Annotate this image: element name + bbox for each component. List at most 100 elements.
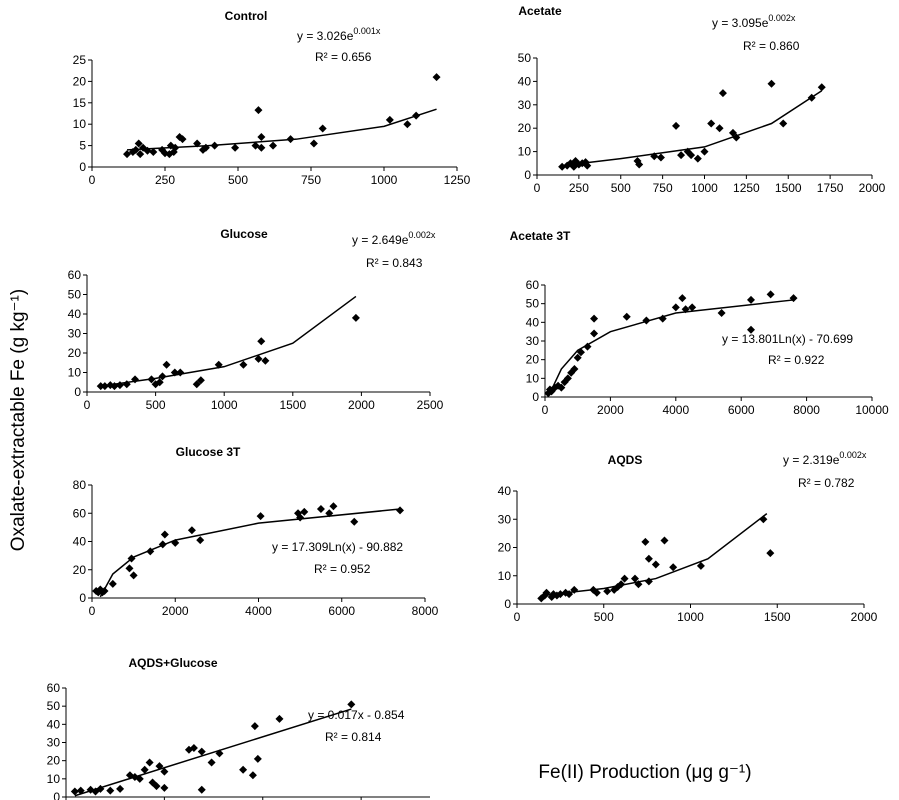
x-tick-label: 1000 — [691, 181, 718, 195]
data-point — [214, 360, 223, 369]
data-point — [316, 505, 325, 514]
y-tick-label: 80 — [73, 478, 87, 492]
fit-curve — [74, 708, 352, 797]
x-tick-label: 2000 — [859, 181, 886, 195]
x-tick-label: 0 — [89, 604, 96, 618]
data-point — [617, 580, 626, 589]
r-squared: R² = 0.860 — [743, 39, 800, 53]
data-point — [635, 160, 644, 169]
chart-title: Control — [225, 9, 268, 23]
y-tick-label: 30 — [498, 512, 512, 526]
fit-equation-base: y = 13.801Ln(x) - 70.699 — [722, 332, 853, 346]
data-point — [351, 313, 360, 322]
data-point — [286, 135, 295, 144]
fit-equation-exponent: 0.002x — [839, 450, 867, 460]
y-tick-label: 20 — [73, 563, 87, 577]
data-point — [158, 372, 167, 381]
data-point — [592, 588, 601, 597]
fit-equation: y = 3.095e0.002x — [712, 13, 796, 30]
x-tick-label: 1000 — [677, 610, 704, 624]
data-point — [747, 325, 756, 334]
data-point — [116, 784, 125, 793]
data-point — [239, 765, 248, 774]
data-point — [432, 73, 441, 82]
data-point — [201, 143, 210, 152]
data-point — [641, 537, 650, 546]
data-point — [565, 590, 574, 599]
data-point — [650, 152, 659, 161]
y-tick-label: 30 — [68, 327, 82, 341]
x-tick-label: 1250 — [733, 181, 760, 195]
y-tick-label: 10 — [518, 145, 532, 159]
fit-equation-base: y = 17.309Ln(x) - 90.882 — [272, 540, 403, 554]
data-point — [325, 509, 334, 518]
y-tick-label: 10 — [498, 569, 512, 583]
fit-equation-base: y = 3.026e — [297, 29, 354, 43]
data-point — [108, 579, 117, 588]
y-tick-label: 40 — [526, 315, 540, 329]
data-point — [700, 147, 709, 156]
data-point — [557, 383, 566, 392]
fit-equation: y = 3.026e0.001x — [297, 26, 381, 43]
y-tick-label: 20 — [498, 541, 512, 555]
y-tick-label: 60 — [68, 268, 82, 282]
y-tick-label: 10 — [47, 772, 61, 786]
y-tick-label: 30 — [518, 98, 532, 112]
data-point — [687, 151, 696, 160]
data-point — [96, 784, 105, 793]
y-tick-label: 40 — [68, 307, 82, 321]
data-point — [385, 115, 394, 124]
data-point — [192, 380, 201, 389]
y-tick-label: 30 — [47, 736, 61, 750]
data-point — [620, 574, 629, 583]
data-point — [250, 722, 259, 731]
y-tick-label: 10 — [68, 366, 82, 380]
y-tick-label: 60 — [47, 681, 61, 695]
r-squared: R² = 0.656 — [315, 50, 372, 64]
y-tick-label: 0 — [79, 160, 86, 174]
x-tick-label: 1250 — [444, 173, 471, 187]
data-point — [677, 151, 686, 160]
data-point — [106, 786, 115, 795]
data-point — [100, 382, 109, 391]
data-point — [122, 380, 131, 389]
data-point — [658, 314, 667, 323]
x-tick-label: 1750 — [817, 181, 844, 195]
y-tick-label: 40 — [518, 74, 532, 88]
fit-equation-base: y = 3.095e — [712, 16, 769, 30]
data-point — [239, 360, 248, 369]
data-point — [193, 139, 202, 148]
fit-equation-base: y = 2.319e — [783, 453, 840, 467]
data-point — [70, 787, 79, 796]
data-point — [152, 782, 161, 791]
x-tick-label: 0 — [84, 398, 91, 412]
fit-curve — [99, 508, 401, 598]
data-point — [759, 515, 768, 524]
data-point — [160, 530, 169, 539]
data-point — [145, 758, 154, 767]
y-tick-label: 40 — [73, 535, 87, 549]
data-point — [140, 765, 149, 774]
data-point — [275, 714, 284, 723]
data-point — [817, 83, 826, 92]
y-tick-label: 0 — [532, 390, 539, 404]
data-point — [660, 536, 669, 545]
data-point — [134, 139, 143, 148]
fit-equation: y = 0.017x - 0.854 — [308, 708, 405, 722]
y-tick-label: 0 — [504, 597, 511, 611]
x-tick-label: 250 — [569, 181, 589, 195]
x-tick-label: 2500 — [417, 398, 444, 412]
y-tick-label: 20 — [518, 121, 532, 135]
data-point — [296, 513, 305, 522]
data-point — [747, 295, 756, 304]
y-tick-label: 20 — [526, 353, 540, 367]
data-point — [143, 146, 152, 155]
x-tick-label: 4000 — [662, 403, 689, 417]
x-tick-label: 500 — [228, 173, 248, 187]
x-tick-label: 4000 — [245, 604, 272, 618]
data-point — [257, 133, 266, 142]
fit-equation: y = 2.649e0.002x — [352, 230, 436, 247]
data-point — [127, 554, 136, 563]
data-point — [256, 512, 265, 521]
data-point — [642, 316, 651, 325]
